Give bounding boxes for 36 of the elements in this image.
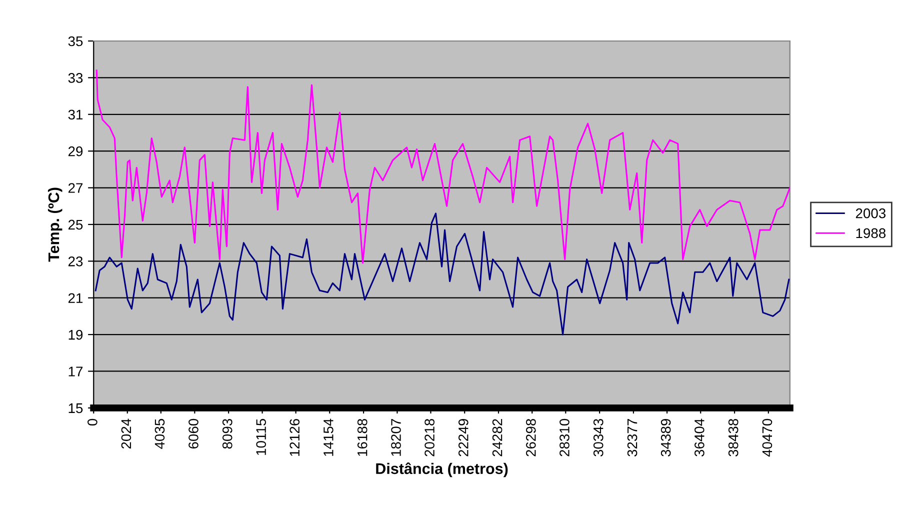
x-tick-label: 18207 (391, 419, 401, 456)
y-tick-label: 29 (68, 146, 83, 156)
x-tick-label: 2024 (121, 418, 132, 449)
x-tick-label: 6060 (188, 418, 198, 449)
legend-label: 2003 (856, 208, 886, 218)
x-axis-title: Distância (metros) (376, 462, 508, 478)
x-tick-label: 30343 (593, 418, 604, 456)
x-tick-label: 38438 (728, 418, 738, 456)
y-tick-label: 31 (68, 110, 83, 120)
x-tick-label: 4035 (154, 418, 165, 449)
y-tick-label: 21 (68, 293, 83, 303)
y-tick-label: 15 (68, 403, 83, 414)
x-tick-label: 28310 (560, 418, 570, 456)
x-tick-label: 0 (88, 418, 98, 426)
x-tick-label: 26298 (526, 418, 536, 456)
y-tick-label: 27 (68, 183, 83, 193)
y-tick-label: 17 (68, 366, 83, 376)
legend-label: 1988 (856, 228, 886, 238)
y-tick-label: 35 (68, 36, 83, 46)
x-tick-label: 32377 (627, 419, 638, 456)
x-tick-label: 16188 (357, 418, 368, 456)
x-tick-label: 8093 (222, 418, 232, 449)
x-tick-label: 34389 (660, 419, 671, 456)
y-tick-label: 23 (68, 256, 83, 266)
x-tick-label: 14154 (324, 418, 334, 456)
y-axis-title: Temp. (ºC) (48, 188, 62, 262)
x-tick-label: 22249 (458, 419, 468, 456)
y-tick-label: 25 (68, 220, 83, 230)
x-tick-label: 20218 (424, 418, 434, 456)
x-tick-label: 10115 (256, 418, 266, 455)
x-tick-label: 40470 (762, 418, 772, 457)
x-tick-label: 24282 (492, 419, 502, 456)
x-tick-label: 12126 (290, 418, 300, 456)
y-tick-label: 19 (68, 330, 83, 340)
x-tick-label: 36404 (694, 418, 704, 456)
y-tick-label: 33 (68, 73, 83, 83)
